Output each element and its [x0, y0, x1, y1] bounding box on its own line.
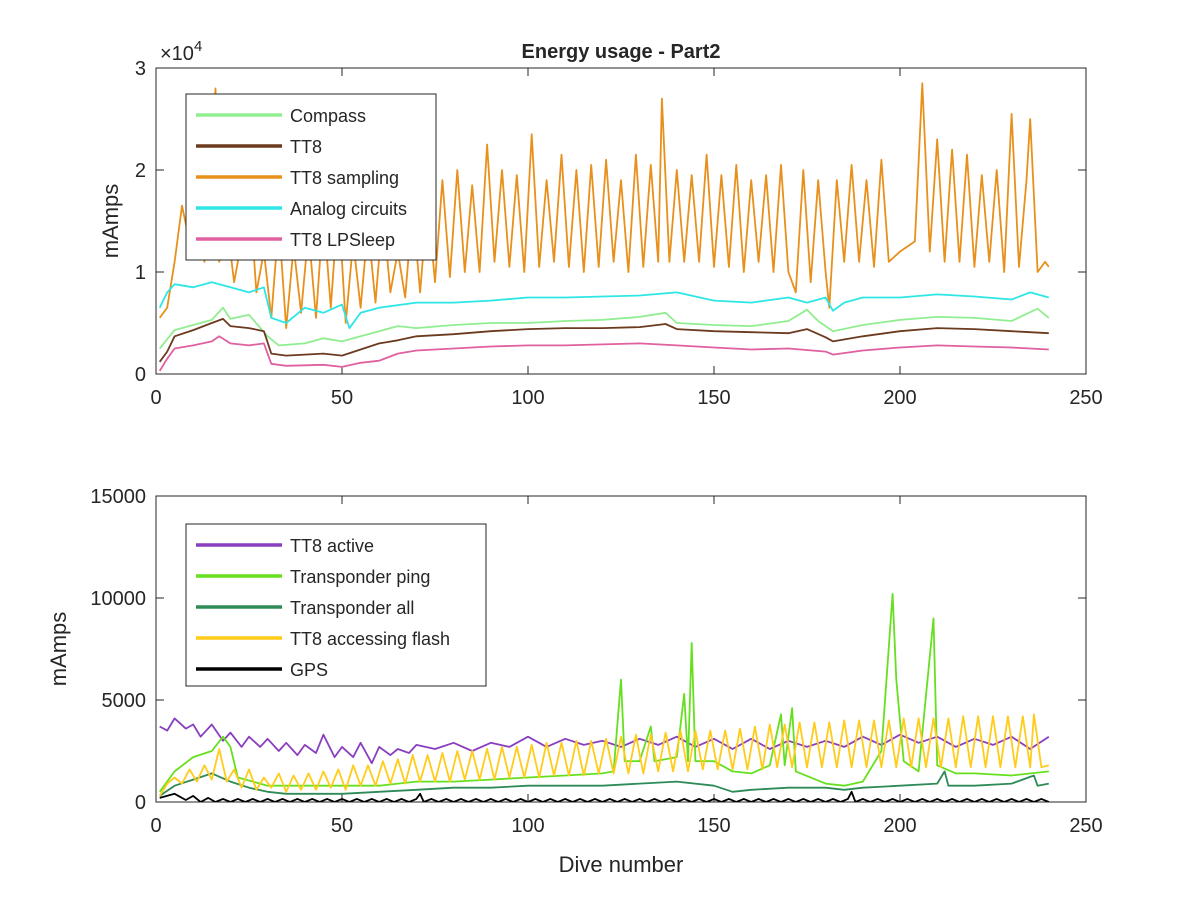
bottom-y-tick-label: 5000 — [102, 690, 147, 712]
top-x-tick-label: 150 — [697, 387, 730, 409]
bottom-y-axis-label: mAmps — [46, 612, 71, 687]
bottom-chart-panel: 0 50 100 150 200 250 0 5000 10000 15000 mAmps Dive … — [46, 486, 1103, 877]
top-legend-entry: Analog circuits — [290, 199, 407, 219]
top-series-line-compass — [159, 306, 1050, 350]
bottom-y-tick-label: 0 — [135, 792, 146, 814]
top-y-axis-label: mAmps — [98, 184, 123, 259]
bottom-x-tick-label: 200 — [883, 815, 916, 837]
bottom-series-line-transponder-all — [159, 770, 1049, 797]
top-legend-entry: TT8 sampling — [290, 168, 399, 188]
chart-title: Energy usage - Part2 — [522, 41, 721, 63]
bottom-y-tick-label: 10000 — [90, 588, 146, 610]
top-x-tick-label: 250 — [1069, 387, 1102, 409]
top-x-tick-label: 50 — [331, 387, 353, 409]
bottom-series-line-transponder-ping — [158, 593, 1049, 793]
bottom-legend-entry: Transponder all — [290, 598, 414, 618]
bottom-y-tick-label: 15000 — [90, 486, 146, 508]
bottom-x-tick-label: 100 — [511, 815, 544, 837]
bottom-x-tick-label: 50 — [331, 815, 353, 837]
top-x-tick-label: 200 — [883, 387, 916, 409]
bottom-x-axis-label: Dive number — [559, 852, 684, 877]
top-series-line-tt8-lpsleep — [158, 335, 1049, 372]
bottom-x-tick-label: 250 — [1069, 815, 1102, 837]
top-legend-entry: TT8 — [290, 137, 322, 157]
bottom-legend-entry: GPS — [290, 660, 328, 680]
top-legend-entry: TT8 LPSleep — [290, 230, 395, 250]
y-exponent-power: 4 — [194, 38, 202, 55]
bottom-legend-entry: TT8 accessing flash — [290, 629, 450, 649]
bottom-x-tick-label: 0 — [150, 815, 161, 837]
bottom-legend: TT8 active Transponder ping Transponder al… — [185, 523, 487, 687]
top-legend-entry: Compass — [290, 106, 366, 126]
top-y-tick-label: 3 — [135, 58, 146, 80]
top-x-tick-label: 100 — [511, 387, 544, 409]
top-series-line-analog-circuits — [158, 281, 1050, 330]
top-y-tick-label: 1 — [135, 262, 146, 284]
top-y-tick-label: 2 — [135, 160, 146, 182]
bottom-series-line-tt8-accessing-flash — [158, 713, 1050, 797]
top-series-line-tt8 — [158, 317, 1049, 363]
top-legend: Compass TT8 TT8 sampling Analog circuits TT8… — [185, 93, 437, 261]
top-series-group — [158, 82, 1050, 372]
bottom-legend-box — [185, 523, 487, 687]
top-series-line-tt8-sampling — [158, 82, 1050, 330]
top-chart-panel: 0 50 100 150 200 250 0 1 2 3 ×104 Energy usage - Pa… — [98, 38, 1103, 409]
top-y-tick-label: 0 — [135, 364, 146, 386]
top-x-tick-label: 0 — [150, 387, 161, 409]
bottom-legend-entry: Transponder ping — [290, 567, 430, 587]
bottom-legend-entry: TT8 active — [290, 536, 374, 556]
y-exponent-label: ×104 — [160, 38, 202, 65]
bottom-series-group — [158, 593, 1050, 802]
bottom-x-tick-label: 150 — [697, 815, 730, 837]
y-exponent-base: ×10 — [160, 43, 194, 65]
bottom-series-line-gps — [159, 790, 1050, 802]
